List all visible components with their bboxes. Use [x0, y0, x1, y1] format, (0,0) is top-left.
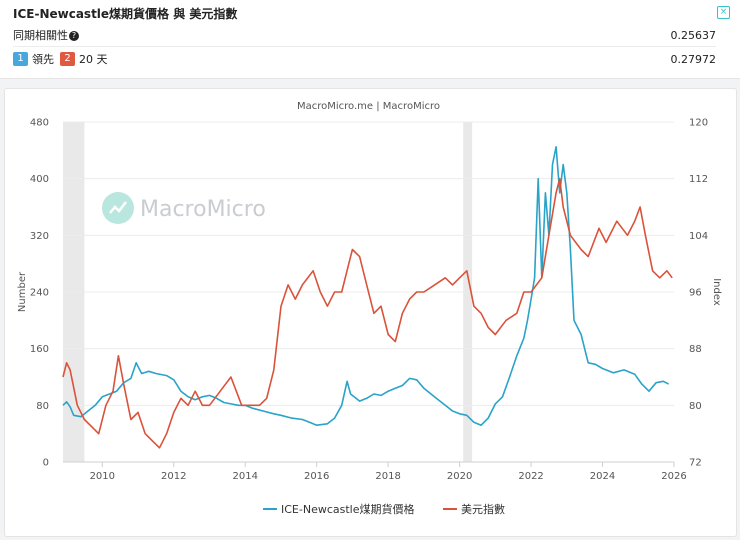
correlation-panel: ICE-Newcastle煤期貨價格 與 美元指數 × 同期相關性? 0.256… — [0, 0, 740, 79]
left-tick-160: 160 — [30, 344, 49, 355]
right-tick-88: 88 — [689, 344, 702, 355]
lead-lag-wrap: 1 領先 2 20 天 — [13, 51, 111, 67]
chart-title: MacroMicro.me | MacroMicro — [297, 101, 440, 112]
x-tick-2012: 2012 — [161, 471, 186, 482]
right-tick-80: 80 — [689, 401, 702, 412]
x-tick-2018: 2018 — [375, 471, 400, 482]
watermark-logo-mark — [109, 201, 127, 214]
left-tick-320: 320 — [30, 231, 49, 242]
left-tick-480: 480 — [30, 118, 49, 129]
lead-badge: 1 — [13, 52, 28, 66]
chart-card: MacroMicro.me | MacroMicro MacroMicro 0 80 1… — [4, 88, 737, 537]
correlation-row: 同期相關性? 0.25637 — [13, 24, 716, 47]
series-line-1 — [62, 177, 673, 449]
watermark-logo-icon — [102, 192, 134, 224]
correlation-label: 同期相關性 — [13, 29, 68, 42]
x-tick-2026: 2026 — [661, 471, 686, 482]
lead-label: 領先 — [32, 53, 54, 66]
left-axis-label: Number — [17, 271, 28, 312]
right-tick-120: 120 — [689, 118, 708, 129]
left-tick-240: 240 — [30, 288, 49, 299]
lead-lag-row: 1 領先 2 20 天 0.27972 — [13, 48, 716, 70]
right-tick-96: 96 — [689, 288, 702, 299]
legend-label-0[interactable]: ICE-Newcastle煤期貨價格 — [281, 502, 415, 516]
x-tick-2010: 2010 — [90, 471, 115, 482]
left-tick-400: 400 — [30, 174, 49, 185]
x-tick-2020: 2020 — [447, 471, 472, 482]
legend-label-1[interactable]: 美元指數 — [461, 502, 505, 516]
series-line-0 — [62, 145, 669, 427]
left-tick-80: 80 — [36, 401, 49, 412]
help-icon[interactable]: ? — [69, 31, 79, 41]
chart-svg: MacroMicro.me | MacroMicro MacroMicro 0 80 1… — [17, 101, 722, 516]
x-tick-2016: 2016 — [304, 471, 329, 482]
lag-badge: 2 — [60, 52, 75, 66]
right-tick-112: 112 — [689, 174, 708, 185]
panel-title: ICE-Newcastle煤期貨價格 與 美元指數 — [13, 7, 238, 21]
correlation-label-wrap: 同期相關性? — [13, 27, 79, 43]
close-icon[interactable]: × — [717, 6, 730, 19]
left-tick-0: 0 — [43, 458, 49, 469]
correlation-value: 0.25637 — [670, 28, 717, 42]
right-axis-label: Index — [711, 278, 722, 306]
right-tick-104: 104 — [689, 231, 708, 242]
x-tick-2022: 2022 — [518, 471, 543, 482]
lag-days: 20 天 — [79, 53, 108, 66]
right-tick-72: 72 — [689, 458, 702, 469]
watermark-text: MacroMicro — [140, 197, 266, 222]
x-tick-2014: 2014 — [233, 471, 258, 482]
lead-lag-value: 0.27972 — [670, 52, 717, 66]
x-tick-2024: 2024 — [590, 471, 615, 482]
